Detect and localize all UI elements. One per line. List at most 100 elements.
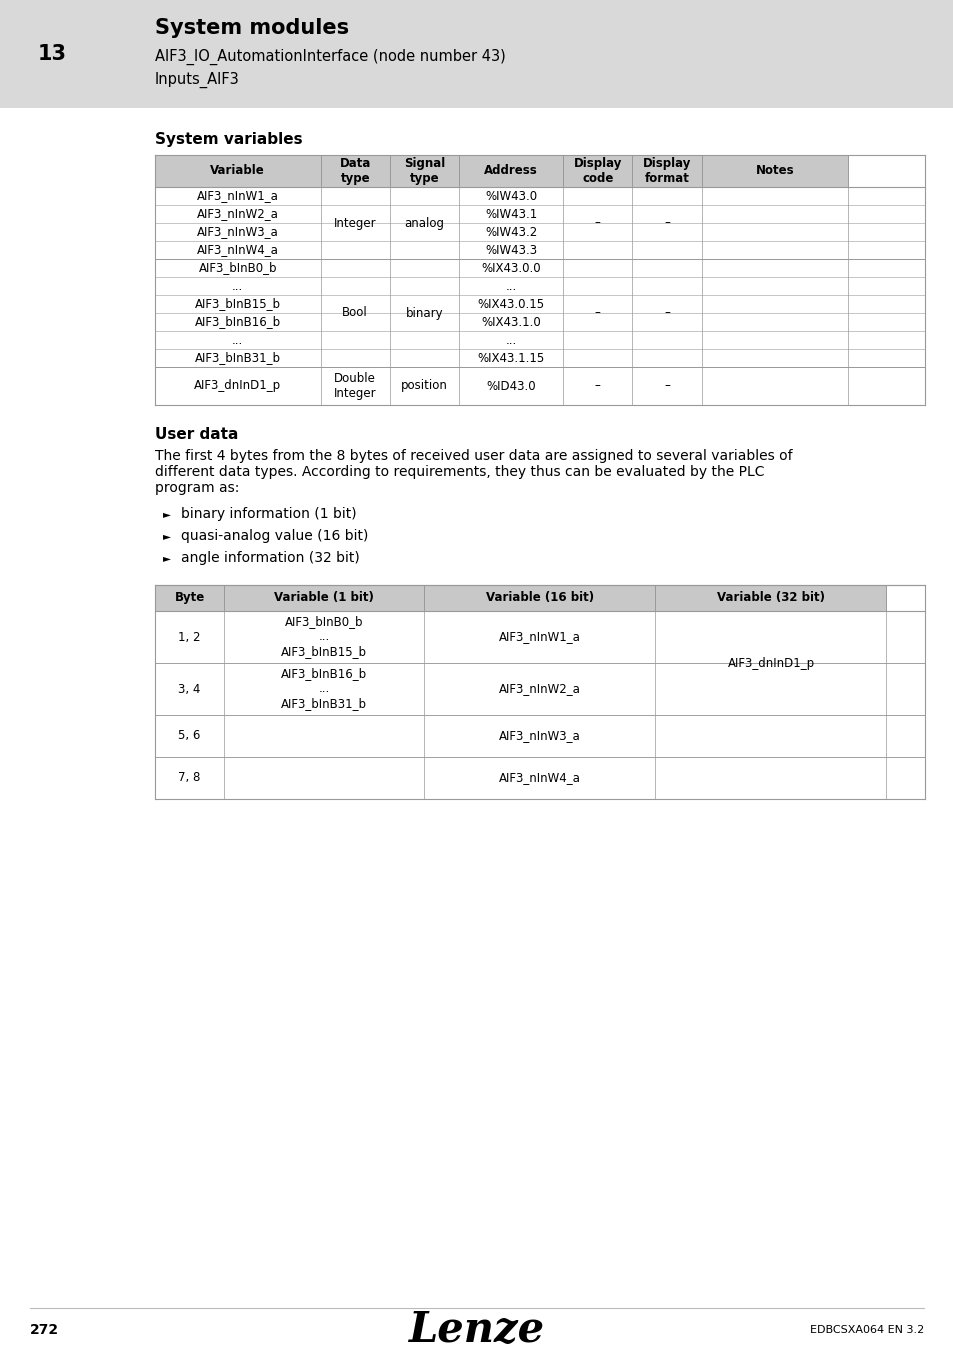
Bar bbox=[154, 585, 224, 612]
Text: User data: User data bbox=[154, 427, 238, 441]
Bar bbox=[701, 155, 847, 188]
Text: Variable (32 bit): Variable (32 bit) bbox=[717, 591, 824, 605]
Text: Notes: Notes bbox=[755, 165, 793, 177]
Text: Lenze: Lenze bbox=[409, 1310, 544, 1350]
Text: –: – bbox=[663, 216, 669, 230]
Text: Bool: Bool bbox=[342, 306, 368, 320]
Text: Display
code: Display code bbox=[573, 157, 621, 185]
Bar bbox=[390, 367, 458, 405]
Bar bbox=[701, 259, 847, 367]
Bar bbox=[224, 716, 424, 757]
Text: quasi-analog value (16 bit): quasi-analog value (16 bit) bbox=[181, 529, 368, 543]
Text: AIF3_bInB15_b: AIF3_bInB15_b bbox=[194, 297, 280, 310]
Text: Integer: Integer bbox=[334, 216, 376, 230]
Text: %IX43.1.0: %IX43.1.0 bbox=[480, 316, 540, 328]
Text: EDBCSXA064 EN 3.2: EDBCSXA064 EN 3.2 bbox=[809, 1324, 923, 1335]
Text: –: – bbox=[594, 306, 600, 320]
Text: 3, 4: 3, 4 bbox=[178, 683, 201, 695]
Text: %IW43.0: %IW43.0 bbox=[484, 189, 537, 202]
Text: System modules: System modules bbox=[154, 18, 349, 38]
Text: 13: 13 bbox=[38, 45, 67, 63]
Text: Address: Address bbox=[484, 165, 537, 177]
Bar bbox=[320, 259, 390, 367]
Text: Inputs_AIF3: Inputs_AIF3 bbox=[154, 72, 239, 88]
Bar bbox=[390, 155, 458, 188]
Bar bbox=[154, 716, 224, 757]
Text: AIF3_bInB31_b: AIF3_bInB31_b bbox=[194, 351, 280, 364]
Bar bbox=[390, 188, 458, 259]
Text: angle information (32 bit): angle information (32 bit) bbox=[181, 551, 359, 566]
Bar bbox=[655, 612, 885, 663]
Text: ►: ► bbox=[163, 554, 171, 563]
Bar bbox=[562, 259, 632, 367]
Text: AIF3_dnInD1_p: AIF3_dnInD1_p bbox=[727, 656, 814, 670]
Bar bbox=[154, 367, 320, 405]
Text: AIF3_nInW1_a: AIF3_nInW1_a bbox=[498, 630, 580, 644]
Text: Byte: Byte bbox=[174, 591, 205, 605]
Text: AIF3_bInB16_b: AIF3_bInB16_b bbox=[194, 316, 280, 328]
Bar bbox=[458, 367, 562, 405]
Text: position: position bbox=[400, 379, 448, 393]
Bar bbox=[562, 188, 632, 259]
Text: Display
format: Display format bbox=[642, 157, 691, 185]
Bar bbox=[424, 612, 655, 663]
Text: Data
type: Data type bbox=[339, 157, 371, 185]
Text: AIF3_bInB16_b
...
AIF3_bInB31_b: AIF3_bInB16_b ... AIF3_bInB31_b bbox=[281, 667, 367, 710]
Text: %IW43.2: %IW43.2 bbox=[484, 225, 537, 239]
Bar bbox=[224, 585, 424, 612]
Bar bbox=[562, 367, 632, 405]
Text: program as:: program as: bbox=[154, 481, 239, 495]
Text: System variables: System variables bbox=[154, 132, 302, 147]
Text: –: – bbox=[594, 216, 600, 230]
Text: ...: ... bbox=[505, 279, 517, 293]
Text: –: – bbox=[594, 379, 600, 393]
Bar bbox=[632, 259, 701, 367]
Bar bbox=[320, 367, 390, 405]
Text: ...: ... bbox=[505, 333, 517, 347]
Bar bbox=[424, 585, 655, 612]
Text: –: – bbox=[663, 306, 669, 320]
Bar bbox=[154, 663, 224, 716]
Text: 7, 8: 7, 8 bbox=[178, 771, 201, 784]
Bar bbox=[655, 663, 885, 716]
Text: 5, 6: 5, 6 bbox=[178, 729, 201, 742]
Bar bbox=[632, 188, 701, 259]
Text: %IX43.1.15: %IX43.1.15 bbox=[477, 351, 544, 364]
Text: %IW43.3: %IW43.3 bbox=[484, 243, 537, 256]
Text: AIF3_nInW3_a: AIF3_nInW3_a bbox=[196, 225, 278, 239]
Bar bbox=[154, 757, 224, 799]
Text: 272: 272 bbox=[30, 1323, 59, 1336]
Text: Signal
type: Signal type bbox=[403, 157, 445, 185]
Bar bbox=[154, 188, 320, 259]
Text: %IX43.0.15: %IX43.0.15 bbox=[477, 297, 544, 310]
Text: Variable (16 bit): Variable (16 bit) bbox=[485, 591, 594, 605]
Text: –: – bbox=[663, 379, 669, 393]
Text: AIF3_nInW1_a: AIF3_nInW1_a bbox=[196, 189, 278, 202]
Bar bbox=[424, 716, 655, 757]
Text: AIF3_IO_AutomationInterface (node number 43): AIF3_IO_AutomationInterface (node number… bbox=[154, 49, 505, 65]
Text: %IW43.1: %IW43.1 bbox=[484, 208, 537, 220]
Text: ...: ... bbox=[232, 279, 243, 293]
Bar bbox=[154, 259, 320, 367]
Text: %ID43.0: %ID43.0 bbox=[486, 379, 536, 393]
Text: ►: ► bbox=[163, 509, 171, 518]
Text: binary: binary bbox=[405, 306, 443, 320]
Bar bbox=[224, 757, 424, 799]
Text: Variable (1 bit): Variable (1 bit) bbox=[274, 591, 374, 605]
Text: Variable: Variable bbox=[211, 165, 265, 177]
Bar bbox=[424, 757, 655, 799]
Text: AIF3_dnInD1_p: AIF3_dnInD1_p bbox=[194, 379, 281, 393]
Bar bbox=[632, 155, 701, 188]
Bar bbox=[655, 716, 885, 757]
Bar bbox=[320, 188, 390, 259]
Text: ...: ... bbox=[232, 333, 243, 347]
Bar bbox=[562, 155, 632, 188]
Bar bbox=[701, 188, 847, 259]
Bar bbox=[701, 367, 847, 405]
Text: AIF3_bInB0_b
...
AIF3_bInB15_b: AIF3_bInB0_b ... AIF3_bInB15_b bbox=[281, 616, 367, 659]
Text: AIF3_nInW4_a: AIF3_nInW4_a bbox=[196, 243, 278, 256]
Bar bbox=[458, 188, 562, 259]
Text: different data types. According to requirements, they thus can be evaluated by t: different data types. According to requi… bbox=[154, 464, 763, 479]
Text: analog: analog bbox=[404, 216, 444, 230]
Text: Double
Integer: Double Integer bbox=[334, 373, 376, 400]
